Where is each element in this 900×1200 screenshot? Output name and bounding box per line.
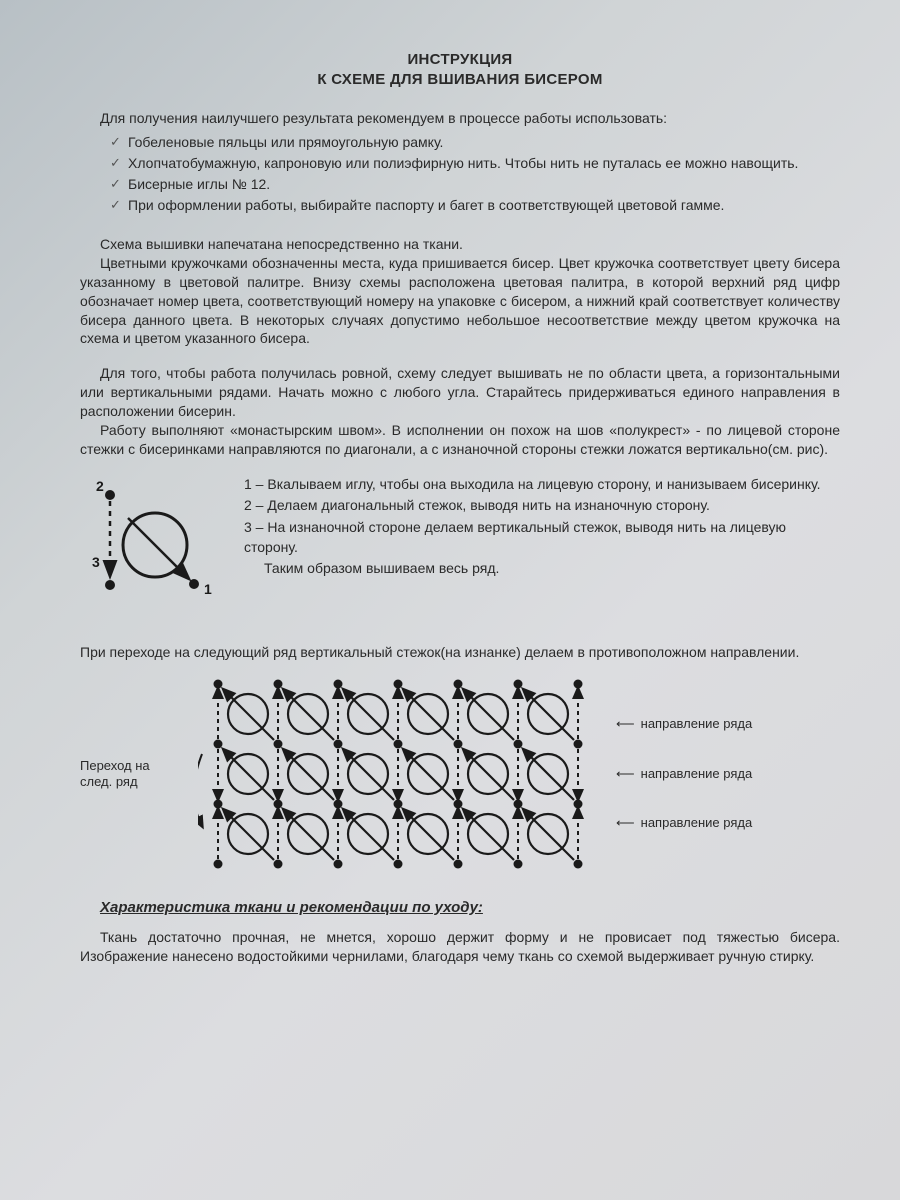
stitch-step: 3 – На изнаночной стороне делаем вертика…: [244, 518, 840, 557]
single-stitch-block: 1 2 3 1 – Вкалываем иглу, чтобы она выхо…: [80, 475, 840, 625]
row-dir-label: направление ряда: [641, 715, 753, 733]
row-dir-label: направление ряда: [641, 765, 753, 783]
paragraph-2: Для того, чтобы работа получилась ровной…: [80, 364, 840, 458]
arrow-left-icon: ⟵: [616, 765, 635, 783]
title-line2: К СХЕМЕ ДЛЯ ВШИВАНИЯ БИСЕРОМ: [80, 70, 840, 90]
row-dir-label: направление ряда: [641, 814, 753, 832]
check-icon: ✓: [110, 196, 128, 214]
bullet-item: Гобеленовые пяльцы или прямоугольную рам…: [128, 133, 443, 152]
title-block: ИНСТРУКЦИЯ К СХЕМЕ ДЛЯ ВШИВАНИЯ БИСЕРОМ: [80, 50, 840, 91]
title-line1: ИНСТРУКЦИЯ: [80, 50, 840, 70]
stitch-step: Таким образом вышиваем весь ряд.: [244, 559, 840, 579]
transition-text: При переходе на следующий ряд вертикальн…: [80, 643, 840, 662]
bullet-item: Бисерные иглы № 12.: [128, 175, 270, 194]
grid-right-labels: ⟵ направление ряда ⟵ направление ряда ⟵ нап…: [616, 715, 752, 832]
bullet-item: При оформлении работы, выбирайте паспорт…: [128, 196, 724, 215]
check-icon: ✓: [110, 133, 128, 151]
arrow-left-icon: ⟵: [616, 715, 635, 733]
grid-left-label: Переход на след. ряд: [80, 758, 180, 789]
fabric-title: Характеристика ткани и рекомендации по у…: [100, 898, 840, 918]
svg-text:2: 2: [96, 478, 104, 494]
stitch-grid-block: Переход на след. ряд ⟵ направление ряда ⟵…: [80, 674, 840, 874]
check-icon: ✓: [110, 154, 128, 172]
instruction-page: ИНСТРУКЦИЯ К СХЕМЕ ДЛЯ ВШИВАНИЯ БИСЕРОМ …: [0, 0, 900, 996]
stitch-step: 2 – Делаем диагональный стежок, выводя н…: [244, 496, 840, 516]
fabric-body: Ткань достаточно прочная, не мнется, хор…: [80, 928, 840, 966]
stitch-steps: 1 – Вкалываем иглу, чтобы она выходила н…: [244, 475, 840, 581]
bullet-list: ✓Гобеленовые пяльцы или прямоугольную ра…: [110, 133, 840, 215]
svg-text:3: 3: [92, 554, 100, 570]
intro-text: Для получения наилучшего результата реко…: [80, 109, 840, 128]
bullet-item: Хлопчатобумажную, капроновую или полиэфи…: [128, 154, 798, 173]
stitch-grid-diagram: [198, 674, 598, 874]
stitch-step: 1 – Вкалываем иглу, чтобы она выходила н…: [244, 475, 840, 495]
paragraph-1: Схема вышивки напечатана непосредственно…: [80, 235, 840, 348]
check-icon: ✓: [110, 175, 128, 193]
svg-text:1: 1: [204, 581, 212, 597]
single-stitch-diagram: 1 2 3: [80, 475, 220, 625]
arrow-left-icon: ⟵: [616, 814, 635, 832]
